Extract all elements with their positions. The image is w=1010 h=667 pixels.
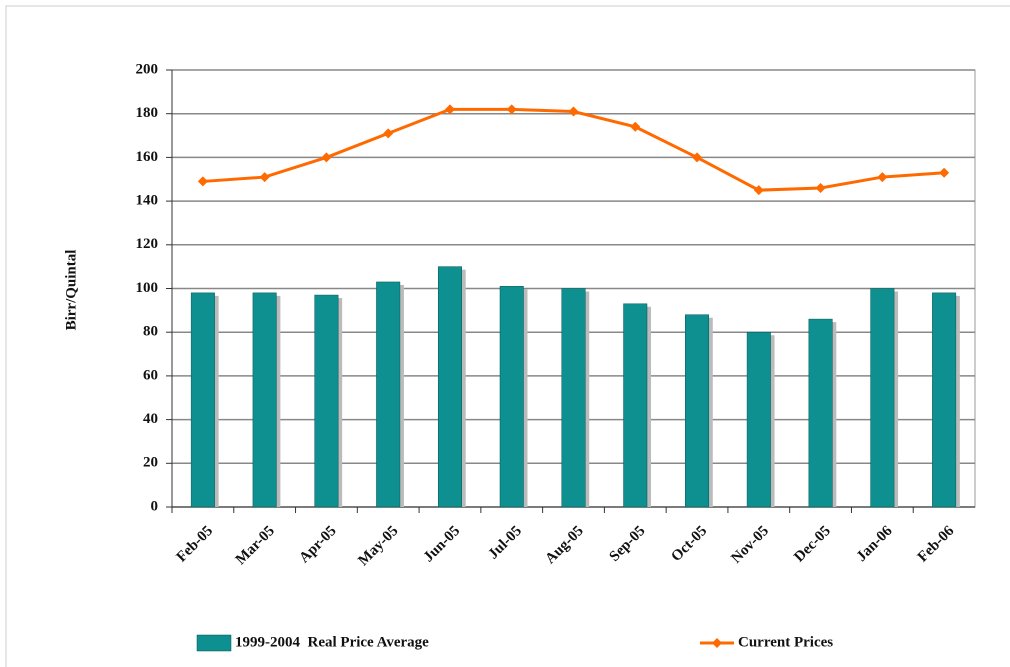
x-tick-label: Feb-06 xyxy=(915,523,958,566)
y-tick-label: 160 xyxy=(136,149,159,165)
line-marker xyxy=(753,185,764,196)
legend-label: Current Prices xyxy=(738,634,833,650)
line-marker xyxy=(383,128,394,139)
x-tick-label: Nov-05 xyxy=(728,523,772,567)
line-marker xyxy=(630,121,641,132)
line-marker xyxy=(444,104,455,115)
legend-marker xyxy=(712,638,722,648)
y-tick-label: 140 xyxy=(136,193,159,209)
x-tick-label: Feb-05 xyxy=(174,523,217,566)
bar xyxy=(376,281,401,508)
x-tick-label: Jun-05 xyxy=(421,523,464,566)
bar xyxy=(685,314,710,508)
bar xyxy=(623,303,648,508)
y-tick-label: 20 xyxy=(143,455,158,471)
x-tick-label: Mar-05 xyxy=(233,523,278,568)
y-axis-label: Birr/Quintal xyxy=(63,250,79,331)
legend-swatch xyxy=(196,634,232,652)
x-tick-label: Oct-05 xyxy=(668,523,710,565)
bar xyxy=(437,266,462,508)
y-tick-label: 40 xyxy=(143,411,158,427)
frame xyxy=(5,5,1010,667)
x-tick-label: Apr-05 xyxy=(296,523,339,566)
x-tick-label: Sep-05 xyxy=(607,523,649,565)
line-marker xyxy=(815,182,826,193)
line-marker xyxy=(692,152,703,163)
y-tick-label: 0 xyxy=(151,498,159,514)
x-tick-label: Jan-06 xyxy=(854,523,896,565)
bar xyxy=(499,286,524,508)
bar xyxy=(190,292,215,508)
y-tick-label: 120 xyxy=(136,236,159,252)
line-marker xyxy=(259,172,270,183)
line-marker xyxy=(877,172,888,183)
x-tick-label: May-05 xyxy=(355,523,401,569)
bar xyxy=(870,288,895,508)
bar xyxy=(808,318,833,508)
line-marker xyxy=(197,176,208,187)
line-marker xyxy=(506,104,517,115)
bar xyxy=(561,288,586,508)
bar xyxy=(746,331,771,508)
y-tick-label: 80 xyxy=(143,324,158,340)
bar xyxy=(932,292,957,508)
bar xyxy=(252,292,277,508)
x-tick-label: Jul-05 xyxy=(485,523,525,563)
y-tick-label: 200 xyxy=(136,61,159,77)
line-marker xyxy=(321,152,332,163)
y-tick-label: 100 xyxy=(136,280,159,296)
y-tick-label: 180 xyxy=(136,105,159,121)
line-marker xyxy=(568,106,579,117)
line-marker xyxy=(939,167,950,178)
y-tick-label: 60 xyxy=(143,367,158,383)
legend-label: 1999-2004 Real Price Average xyxy=(235,634,429,650)
x-tick-label: Dec-05 xyxy=(791,523,834,566)
bar xyxy=(314,294,339,508)
x-tick-label: Aug-05 xyxy=(542,523,586,567)
